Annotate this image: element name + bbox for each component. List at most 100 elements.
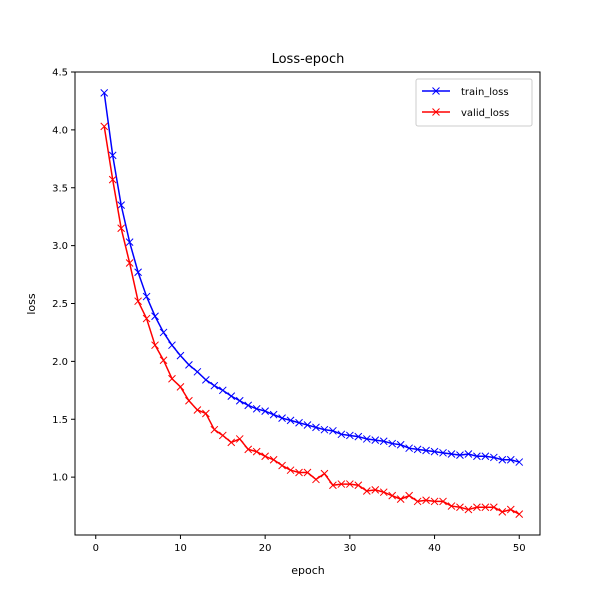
data-point <box>473 503 481 512</box>
data-point <box>362 487 371 495</box>
data-point <box>176 382 185 391</box>
data-point <box>252 404 261 413</box>
data-point <box>218 431 227 440</box>
data-point <box>159 356 168 365</box>
data-point <box>108 151 117 160</box>
series-train_loss <box>100 88 524 466</box>
y-tick-label: 4.0 <box>52 125 68 136</box>
data-point <box>396 440 405 449</box>
data-point <box>100 122 109 131</box>
data-point <box>379 488 388 497</box>
y-tick-label: 3.5 <box>52 183 68 194</box>
legend-marker-train_loss <box>432 87 440 95</box>
x-tick-label: 10 <box>174 543 187 554</box>
data-point <box>405 491 413 500</box>
data-point <box>379 437 388 446</box>
legend-label-train_loss: train_loss <box>461 87 509 98</box>
data-point <box>489 453 498 462</box>
data-point <box>159 328 168 337</box>
data-point <box>312 475 320 484</box>
data-point <box>134 297 142 306</box>
x-tick-label: 0 <box>93 543 99 554</box>
data-point <box>371 436 380 444</box>
y-tick-label: 1.0 <box>52 473 68 484</box>
data-point <box>413 497 422 506</box>
legend-marker-valid_loss <box>432 108 440 116</box>
y-tick-label: 3.0 <box>52 241 68 252</box>
data-point <box>345 480 354 488</box>
data-point <box>439 497 447 506</box>
data-point <box>210 381 219 390</box>
data-point <box>447 450 456 458</box>
x-axis-label: epoch <box>291 564 325 577</box>
data-point <box>506 505 515 514</box>
data-point <box>481 503 490 512</box>
data-point <box>269 410 278 419</box>
data-point <box>371 486 380 494</box>
x-tick-label: 40 <box>428 543 441 554</box>
data-point <box>439 448 447 457</box>
data-point <box>329 426 337 435</box>
data-point <box>202 409 210 418</box>
legend-label-valid_loss: valid_loss <box>461 108 509 119</box>
data-point <box>151 312 159 321</box>
data-point <box>185 396 193 405</box>
series-line-train_loss <box>103 92 520 463</box>
data-point <box>261 452 270 461</box>
data-point <box>473 452 481 461</box>
data-point <box>413 445 422 454</box>
data-point <box>269 455 278 464</box>
data-point <box>312 423 320 432</box>
data-point <box>362 435 371 443</box>
data-point <box>235 435 244 443</box>
data-point <box>193 367 202 376</box>
y-tick-label: 2.5 <box>52 299 68 310</box>
data-point <box>345 431 354 440</box>
data-point <box>286 416 295 425</box>
data-point <box>320 469 329 478</box>
data-point <box>134 268 142 277</box>
data-point <box>142 314 151 323</box>
data-point <box>227 438 236 447</box>
data-point <box>430 447 439 456</box>
data-point <box>117 201 126 209</box>
data-point <box>337 430 346 439</box>
data-point <box>151 341 159 350</box>
data-point <box>447 502 456 510</box>
data-point <box>286 466 295 475</box>
series-layer <box>100 88 524 519</box>
data-point <box>422 446 430 455</box>
y-tick-label: 4.5 <box>52 68 68 79</box>
series-valid_loss <box>100 122 524 519</box>
data-point <box>354 481 363 490</box>
data-point <box>295 468 303 477</box>
chart-title: Loss-epoch <box>272 52 345 67</box>
data-point <box>235 396 244 405</box>
data-point <box>388 439 397 448</box>
data-point <box>278 414 286 422</box>
data-point <box>278 461 286 470</box>
data-point <box>329 481 337 490</box>
data-point <box>244 445 253 454</box>
data-point <box>515 510 524 519</box>
data-point <box>481 452 490 461</box>
data-point <box>193 406 202 414</box>
data-point <box>244 401 253 410</box>
data-point <box>456 451 464 459</box>
data-point <box>430 497 439 506</box>
data-point <box>168 341 176 350</box>
data-point <box>405 444 413 453</box>
data-point <box>108 175 117 184</box>
y-tick-label: 2.0 <box>52 357 68 368</box>
data-point <box>464 505 473 514</box>
data-point <box>506 455 515 464</box>
plot-frame <box>74 71 541 536</box>
data-point <box>498 455 507 464</box>
x-axis: 0 10 20 30 40 50 <box>93 535 526 554</box>
data-point <box>464 450 473 458</box>
data-point <box>396 495 405 503</box>
y-tick-label: 1.5 <box>52 415 68 426</box>
data-point <box>252 447 261 456</box>
data-point <box>261 407 270 416</box>
x-tick-label: 50 <box>513 543 526 554</box>
